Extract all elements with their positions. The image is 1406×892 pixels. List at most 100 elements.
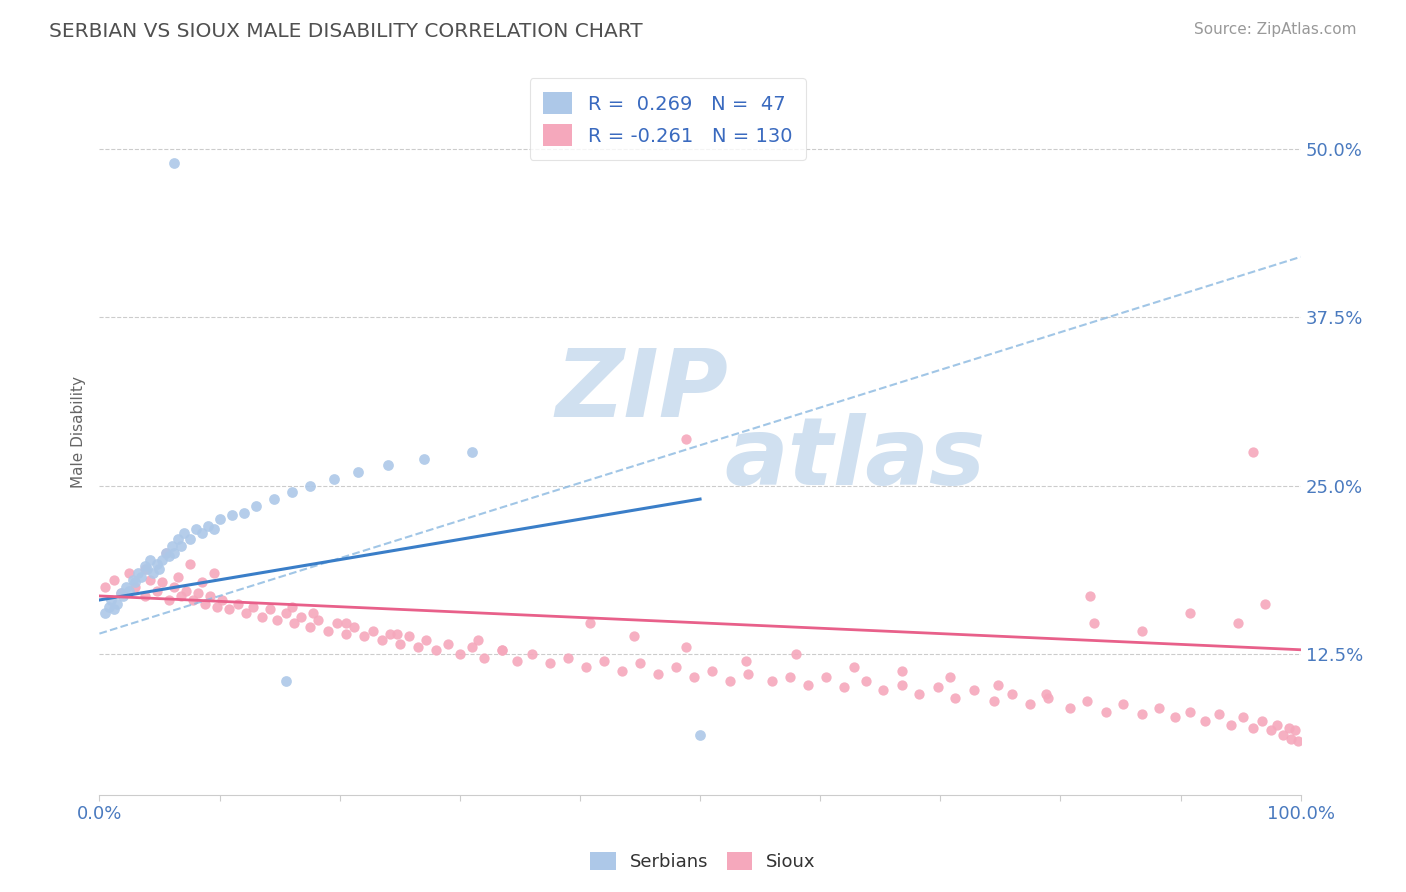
Point (163, 546, 186, 560)
Legend: R =  0.269   N =  47, R = -0.261   N = 130: R = 0.269 N = 47, R = -0.261 N = 130 (530, 78, 806, 160)
Point (363, 624, 385, 638)
Point (134, 562, 156, 576)
Point (307, 613, 329, 627)
Point (832, 681, 855, 695)
Point (139, 573, 162, 587)
Point (855, 673, 877, 688)
Point (198, 589, 221, 603)
Point (1241, 445, 1264, 459)
Point (103, 573, 125, 587)
Point (202, 522, 225, 536)
Point (987, 678, 1010, 692)
Point (280, 599, 302, 614)
Point (184, 522, 207, 536)
Point (370, 633, 392, 648)
Point (226, 597, 249, 611)
Point (150, 575, 173, 590)
Point (124, 575, 146, 590)
Point (197, 519, 219, 533)
Point (146, 557, 169, 571)
Point (205, 599, 228, 614)
Point (218, 602, 240, 616)
Point (1232, 710, 1254, 724)
Point (127, 566, 149, 580)
Point (335, 615, 357, 630)
Point (211, 593, 233, 607)
Point (939, 670, 962, 684)
Point (907, 687, 929, 701)
Point (242, 599, 264, 614)
Point (449, 647, 471, 661)
Point (280, 485, 302, 500)
Point (142, 566, 165, 580)
Point (1178, 705, 1201, 719)
Point (927, 681, 949, 695)
Point (436, 637, 458, 651)
Point (1260, 723, 1282, 738)
Point (298, 620, 321, 634)
Point (472, 650, 495, 665)
Point (208, 512, 231, 526)
Point (1038, 691, 1060, 706)
Point (890, 665, 912, 679)
Point (94, 580, 117, 594)
Point (491, 642, 513, 657)
Point (1080, 589, 1102, 603)
Point (98, 599, 121, 614)
Point (157, 549, 180, 563)
Point (190, 525, 212, 540)
Point (274, 607, 297, 621)
Point (343, 620, 366, 634)
Point (173, 525, 195, 540)
Point (1178, 607, 1201, 621)
Point (734, 653, 756, 667)
Point (326, 615, 349, 630)
Point (283, 615, 305, 630)
Point (815, 670, 838, 684)
Point (316, 624, 339, 638)
Point (415, 633, 437, 648)
Point (232, 506, 254, 520)
Point (1059, 700, 1081, 714)
Point (557, 650, 579, 665)
Point (166, 533, 188, 547)
Point (157, 593, 180, 607)
Point (842, 660, 865, 674)
Point (1147, 700, 1170, 714)
Point (163, 580, 186, 594)
Point (353, 629, 375, 643)
Point (346, 465, 368, 479)
Point (761, 673, 783, 688)
Point (1163, 710, 1185, 724)
Point (174, 583, 197, 598)
Point (520, 647, 543, 661)
Point (179, 557, 201, 571)
Point (377, 458, 399, 473)
Text: SERBIAN VS SIOUX MALE DISABILITY CORRELATION CHART: SERBIAN VS SIOUX MALE DISABILITY CORRELA… (49, 22, 643, 41)
Point (1220, 718, 1243, 732)
Point (1251, 714, 1274, 728)
Point (1286, 734, 1309, 748)
Point (1284, 723, 1306, 738)
Point (110, 586, 132, 600)
Point (194, 597, 217, 611)
Point (100, 593, 122, 607)
Point (718, 673, 741, 688)
Point (1253, 597, 1275, 611)
Point (150, 552, 173, 566)
Point (112, 589, 135, 603)
Point (467, 633, 489, 648)
Point (146, 583, 169, 598)
Point (797, 678, 820, 692)
Point (785, 647, 807, 661)
Point (181, 593, 204, 607)
Point (963, 683, 986, 698)
Point (890, 678, 912, 692)
Point (700, 665, 723, 679)
Point (689, 727, 711, 741)
Point (107, 597, 129, 611)
Point (1271, 727, 1294, 741)
Point (538, 657, 561, 671)
Point (250, 610, 273, 624)
Point (131, 570, 153, 584)
